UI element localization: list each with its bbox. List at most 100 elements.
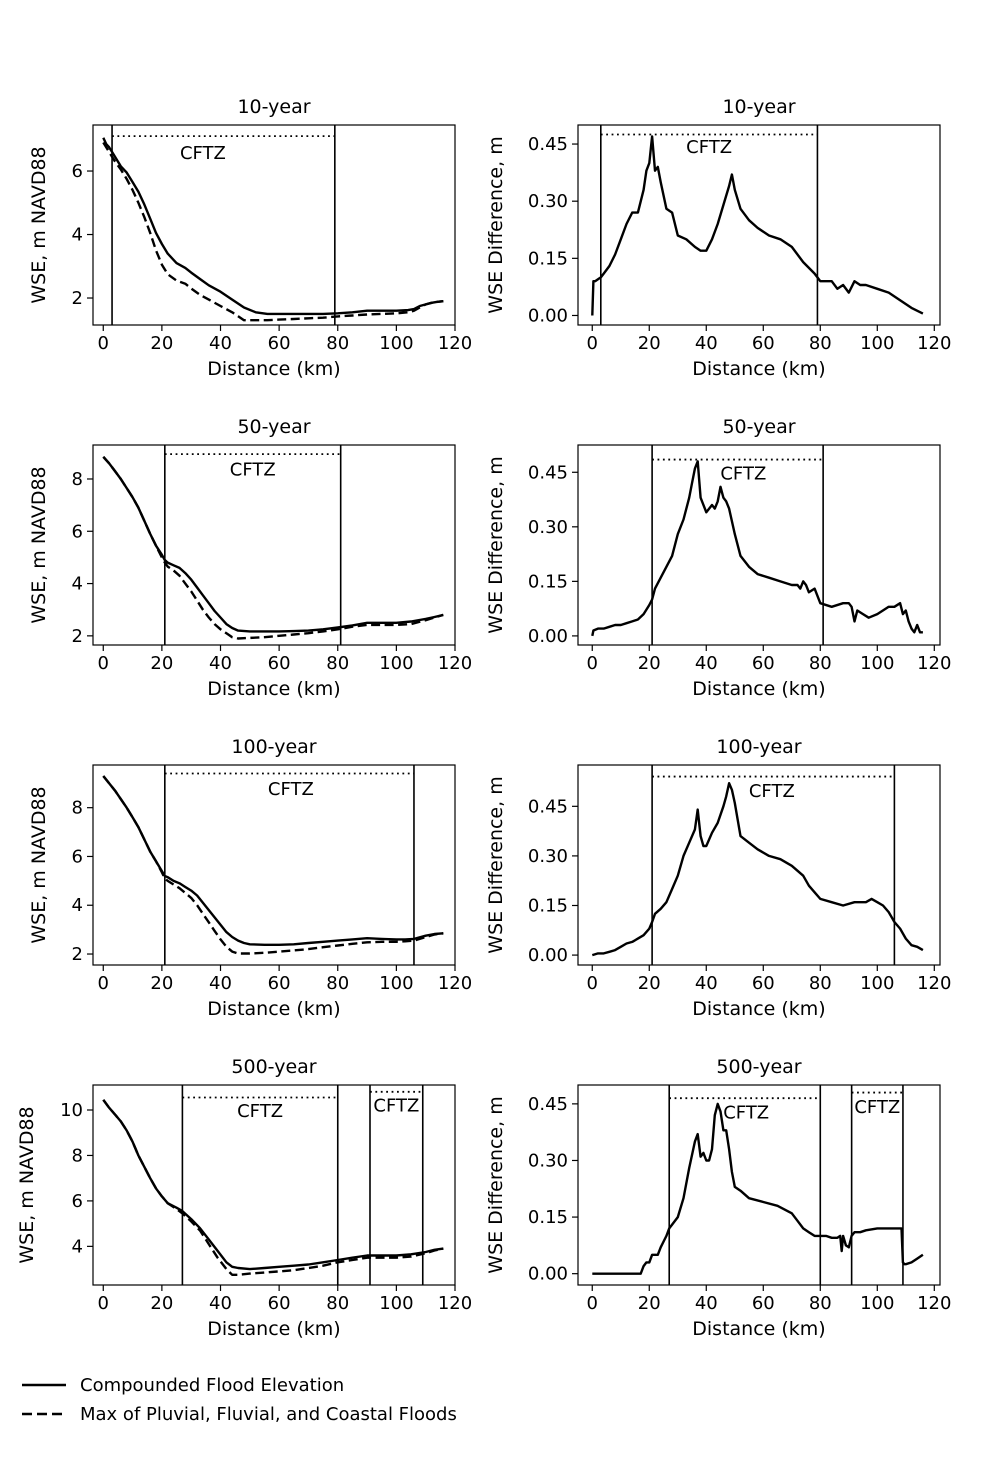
x-tick-label: 60 [752, 973, 775, 994]
x-tick-label: 120 [438, 333, 472, 354]
x-tick-label: 80 [326, 973, 349, 994]
cftz-label: CFTZ [237, 1101, 283, 1122]
y-tick-label: 0.00 [528, 305, 568, 326]
panel-1: 10-year 0 20 40 60 80 100 120 2 4 6 Distance (km) WS… [28, 96, 472, 380]
x-tick-label: 80 [809, 1293, 832, 1314]
cftz-label: CFTZ [720, 463, 766, 484]
panel-2: 10-year 0 20 40 60 80 100 120 0.00 0.15 0.30 0.45 Di… [485, 96, 951, 380]
series-line-compounded [591, 135, 924, 316]
y-tick-label: 0.00 [528, 945, 568, 966]
x-tick-label: 0 [587, 653, 598, 674]
y-axis-label: WSE Difference, m [485, 776, 507, 953]
legend: Compounded Flood Elevation Max of Pluvia… [22, 1375, 457, 1425]
x-tick-label: 60 [752, 333, 775, 354]
y-tick-label: 2 [72, 288, 83, 309]
panel-6: 100-year 0 20 40 60 80 100 120 0.00 0.15 0.30 0.45 D… [485, 736, 951, 1020]
series-line-compounded [591, 460, 923, 637]
x-tick-label: 0 [587, 973, 598, 994]
panel-title: 50-year [237, 416, 310, 438]
x-axis-label: Distance (km) [207, 1318, 340, 1340]
cftz-label: CFTZ [723, 1102, 769, 1123]
x-tick-label: 0 [587, 1293, 598, 1314]
y-axis-label: WSE, m NAVD88 [28, 146, 50, 303]
plot-frame [577, 444, 941, 646]
x-tick-label: 80 [326, 333, 349, 354]
x-tick-label: 120 [917, 1293, 951, 1314]
cftz-label: CFTZ [749, 781, 795, 802]
x-tick-label: 20 [638, 1293, 661, 1314]
x-tick-label: 100 [379, 973, 413, 994]
legend-item-max: Max of Pluvial, Fluvial, and Coastal Flo… [22, 1404, 457, 1425]
x-tick-label: 20 [150, 333, 173, 354]
plot-frame [577, 124, 941, 326]
panel-title: 10-year [237, 96, 310, 118]
y-axis-label: WSE Difference, m [485, 136, 507, 313]
panel-title: 100-year [231, 736, 316, 758]
cftz-label: CFTZ [268, 779, 314, 800]
x-tick-label: 20 [638, 973, 661, 994]
x-tick-label: 120 [917, 333, 951, 354]
panel-3: 50-year 0 20 40 60 80 100 120 2 4 6 8 Distance (km) W… [28, 416, 472, 700]
y-tick-label: 8 [72, 1145, 83, 1166]
x-tick-label: 40 [695, 973, 718, 994]
x-tick-label: 40 [209, 653, 232, 674]
x-tick-label: 0 [98, 1293, 109, 1314]
plot-area [591, 125, 924, 325]
legend-label-max: Max of Pluvial, Fluvial, and Coastal Flo… [80, 1404, 457, 1425]
x-axis-label: Distance (km) [692, 678, 825, 700]
y-tick-label: 6 [72, 161, 83, 182]
y-tick-label: 4 [72, 1236, 83, 1257]
plot-area [591, 765, 924, 965]
x-tick-label: 20 [150, 653, 173, 674]
y-axis-label: WSE Difference, m [485, 1096, 507, 1273]
x-tick-label: 100 [379, 653, 413, 674]
plot-frame [92, 1084, 456, 1286]
x-tick-label: 0 [98, 333, 109, 354]
panel-5: 100-year 0 20 40 60 80 100 120 2 4 6 8 Distance (km)… [28, 736, 472, 1020]
y-axis-label: WSE, m NAVD88 [28, 466, 50, 623]
series-line-max-flood [102, 141, 444, 322]
y-tick-label: 4 [72, 225, 83, 246]
x-tick-label: 60 [752, 1293, 775, 1314]
cftz-label: CFTZ [373, 1095, 419, 1116]
x-tick-label: 40 [695, 333, 718, 354]
x-tick-label: 0 [98, 973, 109, 994]
x-tick-label: 120 [917, 973, 951, 994]
panel-8: 500-year 0 20 40 60 80 100 120 0.00 0.15 0.30 0.45 D… [485, 1056, 951, 1340]
y-tick-label: 0.45 [528, 462, 568, 483]
x-tick-label: 80 [809, 973, 832, 994]
x-tick-label: 40 [209, 1293, 232, 1314]
x-axis-label: Distance (km) [207, 998, 340, 1020]
y-tick-label: 0.30 [528, 191, 568, 212]
plot-frame [577, 1084, 941, 1286]
y-axis-label: WSE, m NAVD88 [28, 786, 50, 943]
series-line-compounded [592, 1102, 924, 1275]
cftz-label: CFTZ [686, 137, 732, 158]
x-tick-label: 20 [638, 333, 661, 354]
x-tick-label: 20 [638, 653, 661, 674]
cftz-label: CFTZ [854, 1097, 900, 1118]
x-tick-label: 120 [438, 653, 472, 674]
x-tick-label: 100 [379, 1293, 413, 1314]
y-tick-label: 0.15 [528, 571, 568, 592]
plot-frame [92, 124, 456, 326]
x-tick-label: 120 [438, 1293, 472, 1314]
x-tick-label: 100 [860, 1293, 894, 1314]
x-tick-label: 120 [438, 973, 472, 994]
y-tick-label: 2 [72, 626, 83, 647]
y-tick-label: 0.30 [528, 517, 568, 538]
x-tick-label: 40 [209, 333, 232, 354]
y-tick-label: 0.00 [528, 626, 568, 647]
y-tick-label: 0.45 [528, 1094, 568, 1115]
x-tick-label: 100 [860, 333, 894, 354]
y-tick-label: 8 [72, 798, 83, 819]
x-axis-label: Distance (km) [692, 358, 825, 380]
x-tick-label: 20 [150, 1293, 173, 1314]
series-line-max-flood [102, 1099, 444, 1277]
panel-title: 500-year [231, 1056, 316, 1078]
y-tick-label: 0.00 [528, 1264, 568, 1285]
legend-item-compounded: Compounded Flood Elevation [22, 1375, 344, 1396]
plot-frame [577, 764, 941, 966]
x-tick-label: 100 [379, 333, 413, 354]
